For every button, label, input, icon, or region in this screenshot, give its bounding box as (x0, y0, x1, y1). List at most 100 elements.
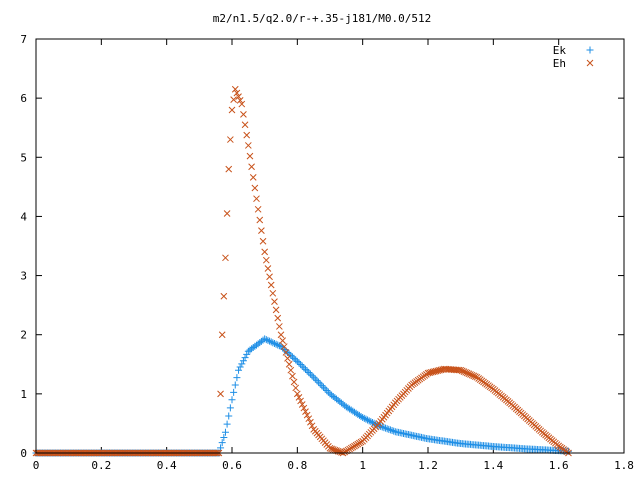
data-point (271, 298, 278, 305)
data-point (302, 408, 309, 415)
data-point (262, 256, 270, 264)
data-point (359, 414, 367, 422)
data-point (253, 195, 260, 203)
data-point (319, 383, 327, 391)
series-ek (32, 335, 572, 457)
data-point (235, 366, 243, 374)
y-tick-label: 5 (20, 151, 27, 164)
data-point (272, 340, 280, 348)
data-point (308, 372, 316, 380)
data-point (217, 444, 225, 452)
legend-label: Eh (553, 57, 566, 70)
x-tick-label: 0 (33, 459, 40, 472)
data-point (233, 374, 241, 382)
data-point (289, 372, 296, 380)
legend-marker (586, 59, 594, 67)
data-point (235, 93, 242, 101)
data-point (267, 338, 275, 346)
data-point (226, 404, 234, 412)
data-point (225, 165, 233, 173)
x-tick-label: 1.8 (614, 459, 634, 472)
data-point (272, 306, 280, 314)
y-tick-label: 0 (20, 447, 27, 460)
data-point (303, 367, 311, 375)
data-point (231, 85, 239, 93)
axis-ticks: 0 0.2 0.4 0.6 0.8 1 1.2 1.4 1.6 1.8 0 1 2 3 4 5 6 7 (20, 33, 634, 472)
data-point (241, 354, 249, 362)
data-point (378, 423, 386, 431)
data-point (472, 373, 479, 380)
data-point (243, 131, 251, 139)
data-point (280, 343, 288, 350)
data-point (262, 336, 270, 344)
data-point (256, 216, 264, 224)
data-point (300, 404, 308, 412)
data-point (388, 427, 396, 435)
x-tick-label: 1.6 (549, 459, 569, 472)
data-point (360, 414, 368, 422)
data-point (316, 380, 324, 388)
data-point (246, 152, 254, 160)
chart-title: m2/n1.5/q2.0/r-+.35-j181/M0.0/512 (213, 12, 432, 25)
series-eh (32, 85, 572, 457)
data-point (276, 323, 283, 330)
data-point (240, 111, 247, 118)
data-point (307, 418, 314, 426)
x-tick-label: 0.2 (91, 459, 111, 472)
data-point (284, 348, 292, 356)
data-point (261, 335, 269, 343)
data-point (221, 428, 229, 436)
data-point (288, 353, 296, 361)
data-point (220, 292, 228, 300)
data-point (243, 350, 251, 358)
data-point (264, 265, 272, 272)
data-point (223, 210, 231, 217)
data-point (293, 390, 301, 398)
y-tick-label: 3 (20, 270, 27, 283)
data-point (385, 425, 393, 433)
data-point (269, 339, 277, 347)
data-point (238, 360, 246, 368)
data-point (270, 339, 278, 347)
data-point (217, 390, 224, 398)
data-point (305, 369, 313, 377)
data-point (277, 343, 285, 351)
data-point (254, 205, 262, 213)
data-point (249, 174, 257, 181)
data-point (302, 365, 309, 373)
data-point (274, 341, 282, 349)
data-point (298, 401, 306, 408)
x-tick-label: 0.8 (287, 459, 307, 472)
data-point (251, 184, 259, 192)
data-point (236, 97, 244, 104)
data-point (303, 411, 311, 419)
data-point (258, 227, 265, 234)
data-point (298, 362, 306, 370)
data-point (269, 289, 277, 297)
x-tick-label: 0.4 (157, 459, 177, 472)
data-point (267, 281, 275, 289)
data-point (295, 359, 303, 367)
data-point (239, 357, 247, 365)
legend-marker (586, 46, 594, 54)
data-point (306, 370, 314, 378)
data-point (324, 388, 332, 396)
data-point (266, 273, 273, 281)
data-point (323, 387, 331, 395)
data-point (282, 349, 290, 356)
data-point (261, 248, 269, 256)
data-point (364, 416, 372, 424)
data-point (230, 388, 238, 396)
data-point (362, 415, 370, 423)
data-point (295, 394, 303, 401)
y-tick-label: 2 (20, 329, 27, 342)
data-point (290, 378, 298, 386)
data-point (274, 314, 282, 322)
data-point (244, 142, 252, 149)
data-point (241, 121, 249, 129)
y-tick-label: 7 (20, 33, 27, 46)
data-point (236, 363, 244, 371)
data-point (233, 89, 241, 97)
plot-frame (35, 38, 625, 454)
